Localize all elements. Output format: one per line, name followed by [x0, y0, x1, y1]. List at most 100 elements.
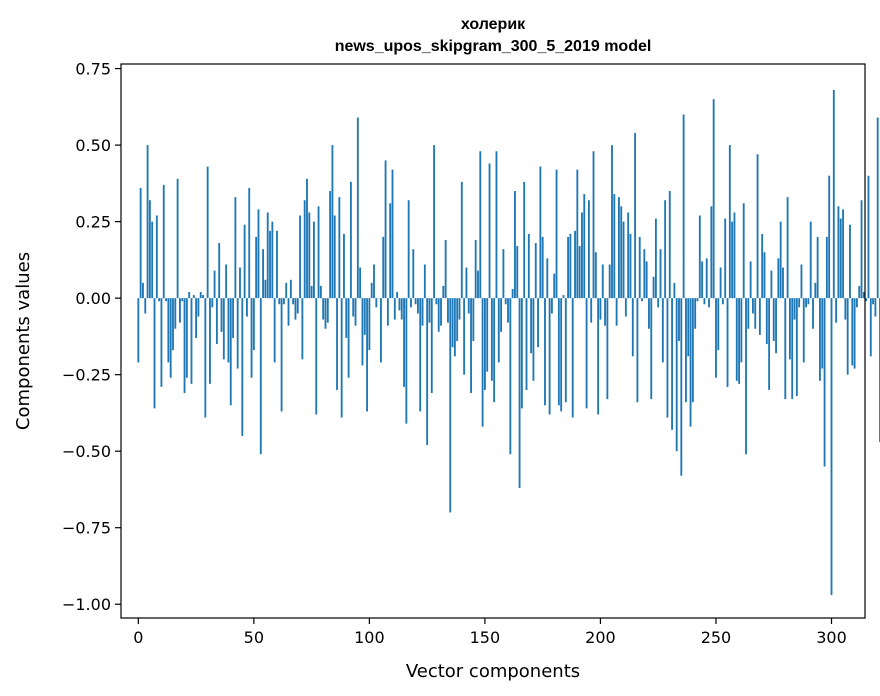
bar: [553, 273, 556, 299]
y-axis-ticks: 0.75 0.50 0.25 0.00 −0.25 −0.50 −0.75 −1.00: [62, 60, 121, 614]
bar: [594, 252, 597, 299]
bar: [867, 175, 870, 299]
bar: [347, 298, 350, 378]
bar: [456, 298, 459, 341]
bar: [174, 298, 177, 329]
bar: [853, 298, 856, 369]
bar: [800, 264, 803, 299]
bar: [162, 184, 165, 299]
bar: [858, 285, 861, 299]
bar: [500, 298, 503, 332]
bar: [410, 298, 412, 308]
bar: [144, 298, 147, 314]
bar: [324, 298, 327, 329]
bar: [400, 298, 403, 320]
bar: [527, 233, 530, 299]
bar: [832, 90, 835, 299]
bar: [160, 298, 163, 387]
bar: [793, 298, 796, 320]
bar: [490, 298, 493, 381]
bar: [550, 298, 553, 314]
bar: [172, 298, 174, 351]
bar: [872, 298, 875, 305]
bar: [758, 298, 761, 335]
bar: [557, 298, 560, 406]
bar: [169, 298, 172, 378]
bar: [791, 298, 794, 400]
bar: [865, 298, 868, 302]
bar: [167, 298, 170, 363]
bar: [768, 298, 771, 390]
y-tick-label: −0.50: [62, 442, 111, 461]
bar: [322, 298, 325, 320]
bar: [329, 191, 332, 299]
bar: [393, 298, 396, 320]
bar: [587, 200, 590, 299]
bar: [631, 298, 634, 357]
x-tick-label: 100: [354, 628, 385, 647]
bar: [816, 236, 819, 299]
bar: [661, 298, 664, 363]
y-tick-label: 0.00: [75, 289, 111, 308]
bar: [192, 295, 195, 299]
bar: [421, 298, 424, 326]
bar: [666, 298, 669, 418]
bar: [779, 221, 782, 299]
bar: [731, 221, 734, 299]
bar: [761, 233, 764, 299]
bar: [830, 298, 833, 596]
bar: [809, 221, 812, 299]
bar: [419, 298, 422, 412]
bar: [241, 298, 244, 436]
bar: [495, 151, 498, 299]
bar: [412, 249, 415, 299]
bar: [440, 298, 442, 326]
bar: [294, 298, 297, 320]
bar: [560, 298, 563, 412]
bar: [382, 236, 385, 299]
bar: [368, 298, 371, 351]
bar: [652, 276, 655, 299]
bar: [585, 298, 588, 409]
bar: [252, 298, 255, 351]
bar: [370, 282, 373, 299]
bar: [555, 169, 558, 299]
bar: [520, 298, 523, 409]
bar: [814, 282, 817, 299]
bar: [795, 298, 798, 397]
bar: [338, 197, 341, 299]
bar: [407, 200, 410, 299]
bar: [680, 298, 683, 476]
bar: [158, 298, 161, 302]
bar: [860, 200, 863, 299]
bar: [747, 298, 750, 329]
bar: [691, 298, 694, 403]
bar: [246, 298, 248, 317]
bar: [211, 298, 214, 308]
bar: [310, 285, 313, 299]
bar: [728, 145, 731, 299]
bar: [444, 239, 447, 299]
bar: [437, 298, 440, 332]
bar: [645, 261, 648, 299]
bar: [862, 292, 865, 299]
bar: [855, 298, 858, 308]
bar: [458, 298, 461, 320]
y-tick-label: 0.75: [75, 60, 111, 79]
bar: [689, 298, 692, 427]
bar: [654, 218, 657, 299]
bar: [181, 298, 184, 302]
bar: [280, 298, 283, 412]
bar: [273, 298, 276, 363]
bar: [195, 298, 198, 338]
bar: [165, 298, 167, 302]
bar: [763, 252, 766, 299]
bar: [481, 298, 484, 427]
bar: [659, 249, 662, 299]
bar: [257, 209, 260, 299]
bar: [359, 267, 362, 299]
bar: [530, 298, 533, 354]
bar: [155, 215, 158, 299]
y-tick-label: −0.25: [62, 366, 111, 385]
